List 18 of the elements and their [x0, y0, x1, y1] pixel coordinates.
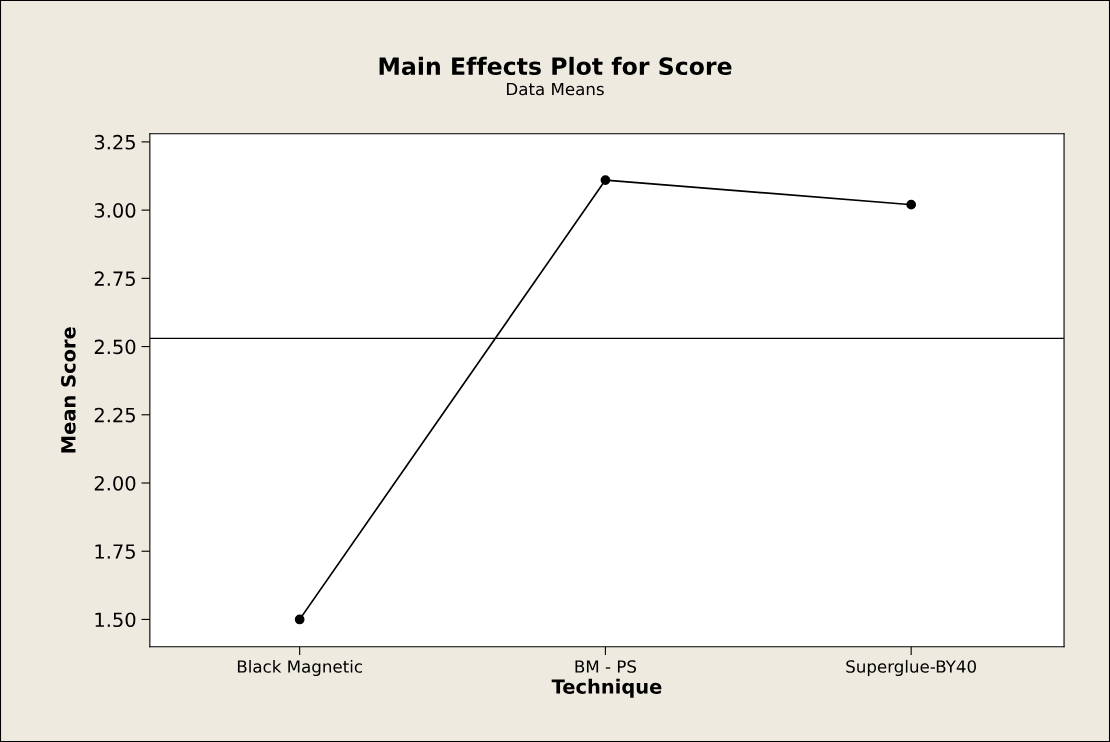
y-tick-label: 3.00	[94, 203, 136, 218]
y-tick-label: 2.50	[94, 339, 136, 355]
y-tick-label: 3.25	[94, 134, 135, 150]
point	[294, 614, 305, 625]
chart-subtitle: Data Means	[507, 82, 604, 96]
y-tick-label: 1.50	[95, 612, 136, 628]
y-axis-title: Mean Score	[61, 327, 76, 453]
y-tick-label: 1.75	[95, 544, 135, 559]
point	[600, 175, 611, 185]
x-axis-title: Technique	[551, 678, 662, 698]
chart-title: Main Effects Plot for Score	[379, 56, 732, 76]
y-tick-label: 2.25	[94, 407, 135, 423]
x-tick-label: Black Magnetic	[237, 659, 362, 677]
y-tick-label: 2.75	[94, 271, 135, 286]
x-tick-label: BM - PS	[575, 660, 637, 673]
point	[906, 199, 917, 210]
y-tick-label: 2.00	[94, 475, 136, 491]
x-tick-label: Superglue-BY40	[846, 659, 976, 677]
